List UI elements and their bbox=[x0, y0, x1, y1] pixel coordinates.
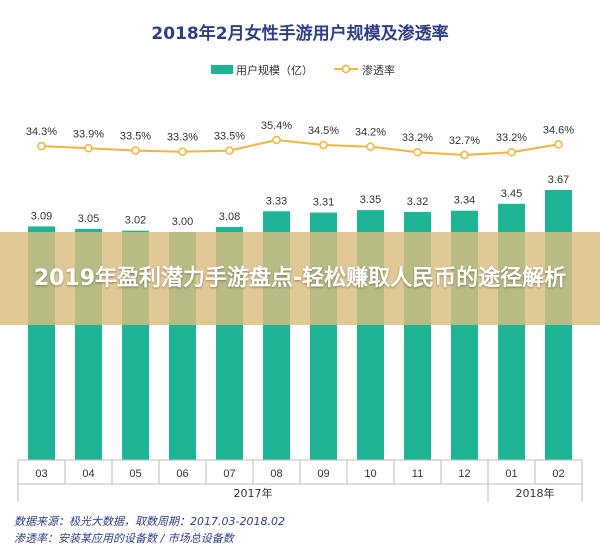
bar-value-label: 3.67 bbox=[548, 174, 569, 186]
bar-02 bbox=[545, 190, 572, 460]
x-tick-label: 03 bbox=[35, 468, 47, 480]
bar-value-label: 3.33 bbox=[266, 195, 287, 207]
bar-value-label: 3.35 bbox=[360, 194, 381, 206]
penetration-label: 33.9% bbox=[73, 128, 104, 140]
penetration-label: 34.5% bbox=[308, 125, 339, 137]
bar-value-label: 3.05 bbox=[78, 213, 99, 225]
group-label: 2018年 bbox=[516, 486, 555, 500]
penetration-label: 33.5% bbox=[120, 131, 151, 143]
penetration-point bbox=[460, 150, 469, 160]
legend: 用户规模（亿） 渗透率 bbox=[211, 63, 395, 77]
x-tick-label: 06 bbox=[176, 468, 188, 480]
legend-line-marker bbox=[341, 64, 351, 74]
x-tick-label: 07 bbox=[223, 468, 235, 480]
penetration-line bbox=[41, 138, 559, 157]
x-tick-label: 11 bbox=[412, 468, 423, 480]
line-series: 34.3% 33.9% 33.5% 33.3% 33.5% 35.4% 34.5% 34.2%… bbox=[26, 120, 574, 160]
penetration-point bbox=[554, 140, 563, 149]
penetration-point bbox=[37, 141, 46, 151]
legend-bar-swatch bbox=[211, 65, 233, 74]
x-axis: 03 04 05 06 07 08 09 10 11 12 01 02 2017年 2018年 bbox=[17, 459, 583, 502]
penetration-label: 33.5% bbox=[214, 131, 245, 143]
bar-value-label: 3.45 bbox=[501, 188, 522, 200]
penetration-label: 33.3% bbox=[167, 132, 198, 144]
penetration-point bbox=[507, 147, 516, 157]
x-tick-label: 02 bbox=[552, 468, 564, 480]
bar-value-label: 3.00 bbox=[172, 216, 193, 228]
penetration-label: 34.2% bbox=[355, 127, 386, 139]
bar-value-labels: 3.09 3.05 3.02 3.00 3.08 3.33 3.31 3.35 3.32 3.34… bbox=[31, 174, 569, 228]
bar-value-label: 3.09 bbox=[31, 210, 52, 222]
penetration-point bbox=[272, 135, 281, 145]
penetration-point bbox=[131, 146, 140, 155]
x-tick-label: 09 bbox=[317, 468, 329, 480]
penetration-label: 35.4% bbox=[261, 120, 292, 132]
penetration-label: 32.7% bbox=[449, 135, 480, 147]
penetration-point bbox=[413, 147, 422, 157]
x-tick-label: 01 bbox=[505, 468, 517, 480]
bar-series bbox=[28, 190, 572, 461]
x-tick-label: 12 bbox=[458, 468, 470, 480]
bar-value-label: 3.34 bbox=[454, 195, 475, 207]
penetration-point bbox=[225, 146, 234, 155]
x-tick-label: 08 bbox=[270, 468, 282, 480]
x-tick-label: 04 bbox=[82, 468, 94, 480]
source-note: 数据来源：极光大数据，取数周期：2017.03-2018.02 bbox=[14, 515, 285, 528]
title-banner: 2019年盈利潜力手游盘点-轻松赚取人民币的途径解析 bbox=[0, 232, 600, 325]
penetration-label: 34.6% bbox=[543, 124, 574, 136]
penetration-label: 33.2% bbox=[496, 132, 527, 144]
penetration-label: 34.3% bbox=[26, 126, 57, 138]
legend-bar-label: 用户规模（亿） bbox=[236, 63, 313, 77]
bar-value-label: 3.08 bbox=[219, 211, 240, 223]
chart-title: 2018年2月女性手游用户规模及渗透率 bbox=[151, 23, 448, 44]
penetration-point bbox=[84, 144, 93, 153]
legend-line-label: 渗透率 bbox=[362, 63, 395, 77]
penetration-point bbox=[366, 142, 375, 151]
penetration-point bbox=[319, 140, 328, 150]
penetration-point bbox=[178, 147, 187, 156]
bar-value-label: 3.02 bbox=[125, 215, 146, 227]
penetration-label: 33.2% bbox=[402, 132, 433, 144]
x-tick-label: 05 bbox=[129, 468, 141, 480]
bar-value-label: 3.31 bbox=[313, 197, 334, 209]
x-tick-label: 10 bbox=[364, 468, 376, 480]
banner-title: 2019年盈利潜力手游盘点-轻松赚取人民币的途径解析 bbox=[33, 265, 567, 291]
penetration-note: 渗透率：安装某应用的设备数 / 市场总设备数 bbox=[14, 532, 234, 545]
group-label: 2017年 bbox=[234, 486, 273, 500]
bar-value-label: 3.32 bbox=[407, 196, 428, 208]
